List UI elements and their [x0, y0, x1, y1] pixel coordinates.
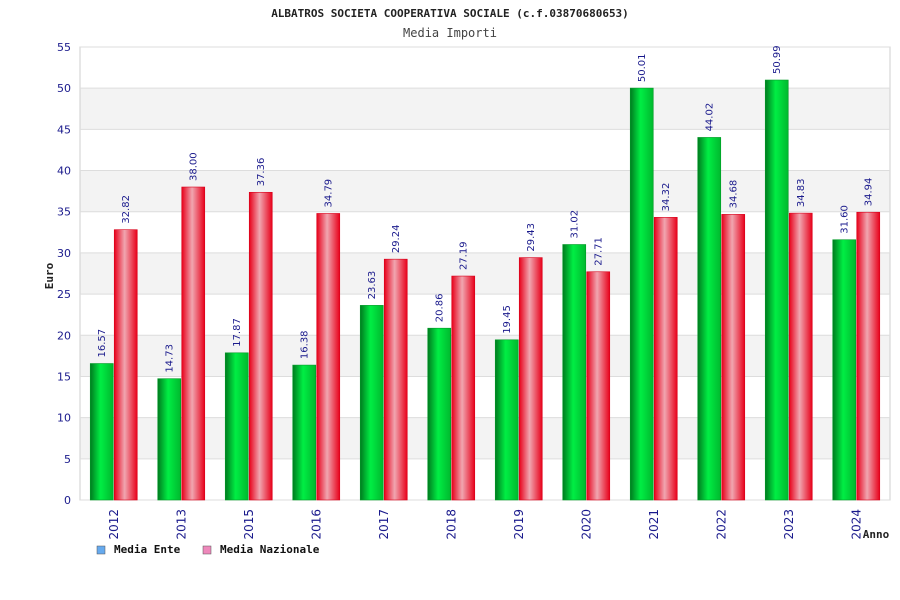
- bar-media-ente-2013: [157, 378, 182, 501]
- y-tick-label: 25: [57, 288, 71, 301]
- value-label-media-nazionale-2018: 27.19: [459, 241, 470, 270]
- bar-media-ente-2015: [224, 352, 249, 501]
- value-label-media-nazionale-2023: 34.83: [796, 178, 807, 207]
- x-tick-label-2013: 2013: [174, 509, 188, 540]
- bar-media-nazionale-2019: [518, 257, 543, 501]
- value-label-media-nazionale-2024: 34.94: [864, 178, 875, 207]
- value-label-media-nazionale-2013: 38.00: [189, 152, 200, 181]
- value-label-media-ente-2019: 19.45: [502, 305, 513, 334]
- value-label-media-ente-2021: 50.01: [637, 53, 648, 82]
- x-tick-label-2015: 2015: [242, 509, 256, 540]
- y-axis-label: Euro: [43, 262, 56, 289]
- value-label-media-nazionale-2020: 27.71: [594, 237, 605, 266]
- bar-media-ente-2018: [427, 327, 452, 501]
- bar-media-nazionale-2012: [113, 229, 138, 501]
- value-label-media-ente-2024: 31.60: [840, 205, 851, 234]
- bars: [89, 79, 881, 501]
- value-label-media-nazionale-2015: 37.36: [256, 158, 267, 187]
- bar-media-ente-2019: [494, 339, 519, 501]
- value-labels: 16.57 32.82 14.73 38.00 17.87 37.36 16.38 34.79…: [97, 45, 875, 372]
- y-tick-label: 20: [57, 329, 71, 342]
- bar-media-nazionale-2015: [248, 191, 273, 501]
- bar-media-nazionale-2021: [653, 217, 678, 501]
- bar-media-nazionale-2020: [586, 271, 611, 501]
- x-tick-label-2021: 2021: [647, 509, 661, 540]
- value-label-media-ente-2023: 50.99: [772, 45, 783, 74]
- x-axis-label: Anno: [863, 528, 890, 541]
- value-label-media-nazionale-2017: 29.24: [391, 225, 402, 254]
- bar-media-ente-2024: [832, 239, 857, 501]
- value-label-media-nazionale-2016: 34.79: [324, 179, 335, 208]
- legend-label-media-ente: Media Ente: [114, 543, 181, 556]
- chart-subtitle: Media Importi: [403, 26, 497, 40]
- bar-media-ente-2022: [697, 137, 722, 501]
- bar-media-nazionale-2018: [451, 275, 476, 501]
- value-label-media-nazionale-2012: 32.82: [121, 195, 132, 224]
- bar-media-ente-2012: [89, 363, 114, 501]
- x-tick-label-2018: 2018: [444, 509, 458, 540]
- plot-band: [80, 170, 890, 212]
- x-axis-ticks: 2012 2013 2015 2016 2017 2018 2019 2020 2021 2022…: [107, 509, 864, 540]
- bar-media-nazionale-2016: [316, 213, 341, 501]
- x-tick-label-2023: 2023: [782, 509, 796, 540]
- y-tick-label: 0: [64, 494, 71, 507]
- bar-media-ente-2016: [292, 364, 317, 501]
- bar-media-nazionale-2013: [181, 186, 206, 501]
- value-label-media-nazionale-2019: 29.43: [526, 223, 537, 252]
- y-tick-label: 5: [64, 453, 71, 466]
- x-tick-label-2019: 2019: [512, 509, 526, 540]
- legend: Media Ente Media Nazionale: [96, 543, 320, 556]
- plot-band: [80, 47, 890, 89]
- x-tick-label-2022: 2022: [714, 509, 728, 540]
- bar-media-nazionale-2023: [788, 212, 813, 501]
- x-tick-label-2016: 2016: [309, 509, 323, 540]
- value-label-media-ente-2015: 17.87: [232, 318, 243, 347]
- value-label-media-nazionale-2022: 34.68: [729, 180, 740, 209]
- y-tick-label: 15: [57, 370, 71, 383]
- bar-media-nazionale-2017: [383, 258, 408, 501]
- value-label-media-nazionale-2021: 34.32: [661, 183, 672, 212]
- value-label-media-ente-2018: 20.86: [435, 294, 446, 323]
- plot-band: [80, 211, 890, 253]
- plot-area: [79, 46, 891, 501]
- bar-media-ente-2023: [764, 79, 789, 501]
- x-tick-label-2024: 2024: [849, 509, 863, 540]
- y-tick-label: 10: [57, 412, 71, 425]
- value-label-media-ente-2020: 31.02: [570, 210, 581, 239]
- y-tick-label: 55: [57, 41, 71, 54]
- y-tick-label: 35: [57, 206, 71, 219]
- x-tick-label-2012: 2012: [107, 509, 121, 540]
- x-tick-label-2017: 2017: [377, 509, 391, 540]
- y-tick-label: 50: [57, 82, 71, 95]
- plot-band: [80, 252, 890, 295]
- plot-band: [80, 88, 890, 130]
- legend-swatch-media-ente: [96, 545, 106, 555]
- bar-media-ente-2017: [359, 305, 384, 501]
- bar-media-ente-2021: [629, 87, 654, 501]
- plot-band: [80, 417, 890, 459]
- bar-media-nazionale-2024: [856, 211, 881, 501]
- legend-label-media-nazionale: Media Nazionale: [220, 543, 320, 556]
- value-label-media-ente-2016: 16.38: [300, 330, 311, 359]
- plot-band: [80, 335, 890, 377]
- value-label-media-ente-2017: 23.63: [367, 271, 378, 300]
- value-label-media-ente-2022: 44.02: [705, 103, 716, 132]
- legend-swatch-media-nazionale: [202, 545, 212, 555]
- y-tick-label: 40: [57, 165, 71, 178]
- y-axis-ticks: 0 5 10 15 20 25 30 35 40 45 50 55: [57, 41, 71, 507]
- plot-band: [80, 376, 890, 418]
- y-tick-label: 30: [57, 247, 71, 260]
- chart-title: ALBATROS SOCIETA COOPERATIVA SOCIALE (c.…: [271, 7, 629, 20]
- y-tick-label: 45: [57, 123, 71, 136]
- bar-media-ente-2020: [562, 244, 587, 501]
- plot-band: [80, 129, 890, 171]
- plot-band: [80, 458, 890, 500]
- bar-media-nazionale-2022: [721, 214, 746, 501]
- value-label-media-ente-2012: 16.57: [97, 329, 108, 358]
- x-tick-label-2020: 2020: [579, 509, 593, 540]
- gridlines: [80, 46, 890, 501]
- value-label-media-ente-2013: 14.73: [165, 344, 176, 373]
- plot-band: [80, 294, 890, 336]
